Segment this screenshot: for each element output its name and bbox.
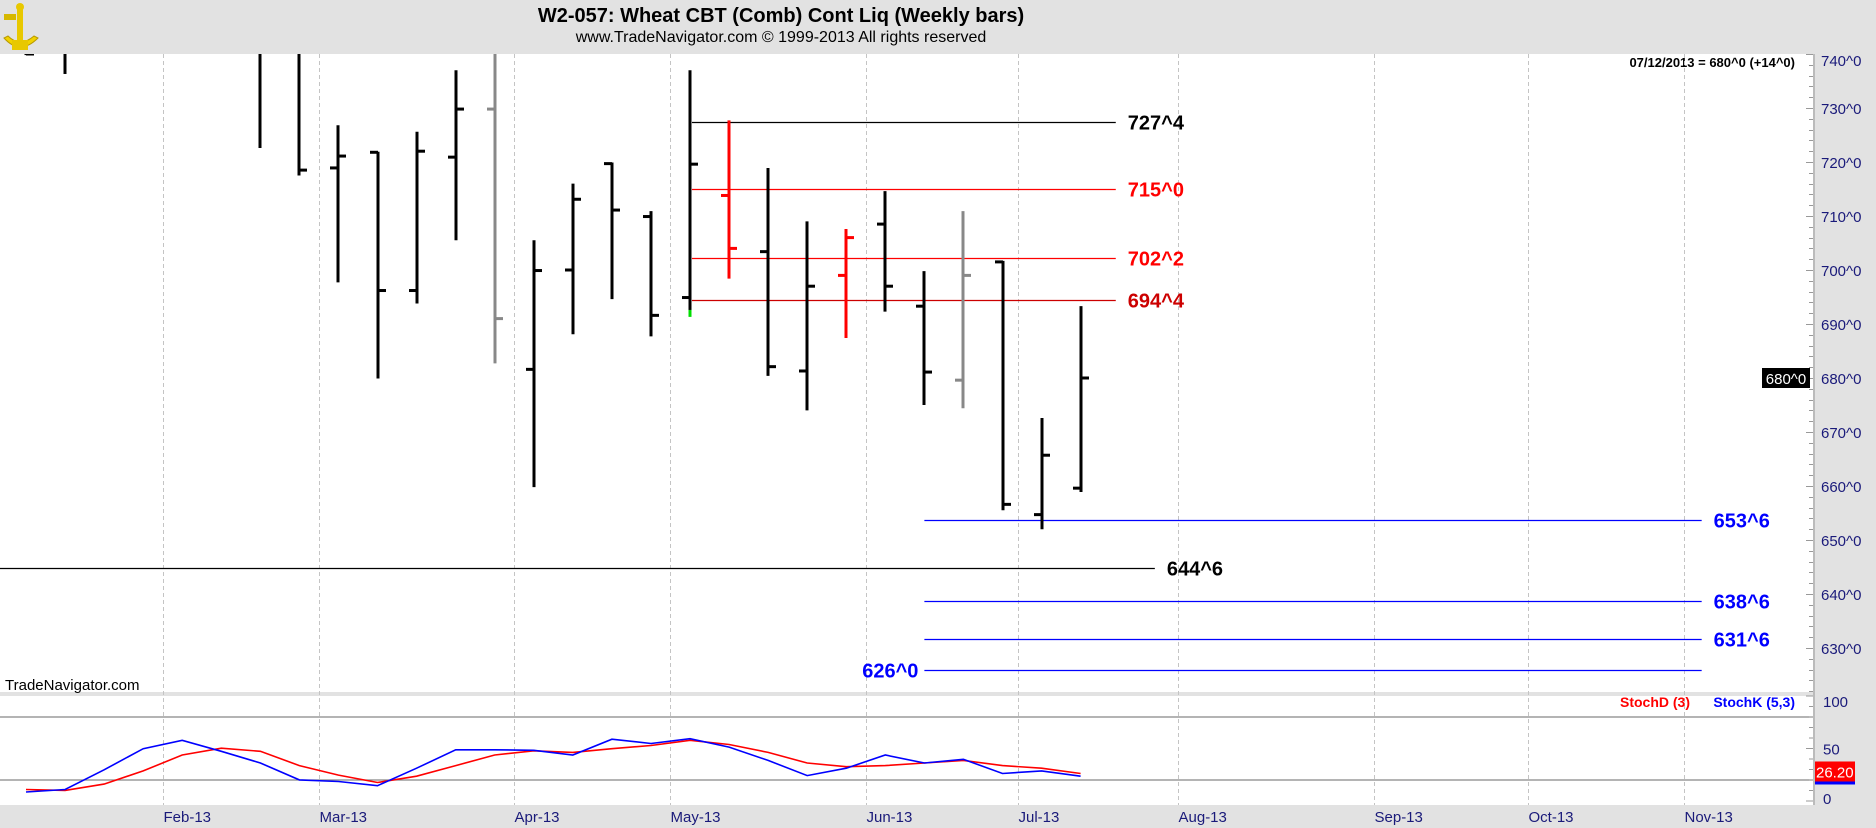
ohlc-bar xyxy=(330,125,346,283)
panel-separator xyxy=(0,692,1813,696)
ohlc-bar xyxy=(916,271,932,405)
ohlc-bars xyxy=(24,54,1089,530)
price-axis-background xyxy=(1813,0,1876,828)
ohlc-bar xyxy=(448,70,464,241)
price-axis-label: 710^0 xyxy=(1821,209,1861,226)
ohlc-bar xyxy=(955,211,971,409)
price-axis-label: 680^0 xyxy=(1821,371,1861,388)
price-axis-label: 640^0 xyxy=(1821,587,1861,604)
watermark: TradeNavigator.com xyxy=(5,677,140,694)
price-level-label: 694^4 xyxy=(1128,291,1185,313)
ohlc-bar xyxy=(1034,417,1050,530)
month-label: Jul-13 xyxy=(1019,809,1060,826)
stochastic-value-underline xyxy=(1815,781,1855,785)
tradenavigator-logo xyxy=(3,3,39,50)
month-label: Apr-13 xyxy=(515,809,560,826)
stochastic-bands xyxy=(0,716,1813,781)
price-axis-label: 670^0 xyxy=(1821,425,1861,442)
price-axis-label: 740^0 xyxy=(1821,53,1861,70)
price-axis-label: 690^0 xyxy=(1821,317,1861,334)
stochastic-axis-label: 50 xyxy=(1823,742,1840,759)
ohlc-bar xyxy=(682,70,698,317)
stochastic-axis-label: 0 xyxy=(1823,791,1831,808)
ohlc-bar xyxy=(838,228,854,339)
ohlc-bar xyxy=(409,131,425,304)
price-axis-label: 700^0 xyxy=(1821,263,1861,280)
stochastic-axis-label: 100 xyxy=(1823,694,1848,711)
price-level-label: 638^6 xyxy=(1714,592,1770,614)
legend-stochk: StochK (5,3) xyxy=(1713,694,1795,710)
price-axis-label: 720^0 xyxy=(1821,155,1861,172)
price-level-label: 702^2 xyxy=(1128,249,1184,271)
ohlc-bar xyxy=(258,54,262,148)
legend-stochd: StochD (3) xyxy=(1620,694,1690,710)
price-level-label: 653^6 xyxy=(1714,511,1770,533)
chart-title: W2-057: Wheat CBT (Comb) Cont Liq (Weekl… xyxy=(538,5,1024,27)
price-axis-label: 630^0 xyxy=(1821,641,1861,658)
month-label: May-13 xyxy=(671,809,721,826)
price-level-label: 626^0 xyxy=(862,661,918,683)
price-level-label: 631^6 xyxy=(1714,630,1770,652)
month-label: Aug-13 xyxy=(1179,809,1227,826)
ohlc-bar xyxy=(877,191,893,312)
price-level-label: 715^0 xyxy=(1128,180,1184,202)
last-price-marker xyxy=(1762,368,1810,388)
ohlc-bar xyxy=(526,240,542,488)
price-levels: 727^4 715^0 702^2 694^4 653^6 644^6 638^6 631^6… xyxy=(0,113,1770,683)
price-level-label: 727^4 xyxy=(1128,113,1185,135)
ohlc-bar xyxy=(799,221,815,411)
stochd-line xyxy=(25,739,1081,792)
time-axis-background xyxy=(0,805,1876,828)
ohlc-bar xyxy=(297,54,307,176)
ohlc-bar xyxy=(721,120,737,279)
month-label: Sep-13 xyxy=(1375,809,1423,826)
ohlc-bar xyxy=(63,54,67,74)
ohlc-bar xyxy=(760,167,776,376)
stochastic-lines xyxy=(25,737,1081,793)
last-price-readout: 07/12/2013 = 680^0 (+14^0) xyxy=(1629,55,1795,70)
stochk-line xyxy=(25,737,1081,793)
ohlc-bar xyxy=(1073,306,1089,492)
stochastic-value-label: 26.20 xyxy=(1816,764,1854,781)
ohlc-bar xyxy=(565,183,581,335)
price-level-label: 644^6 xyxy=(1167,559,1223,581)
stochastic-value-marker xyxy=(1815,761,1855,782)
ohlc-bar xyxy=(487,54,503,364)
price-axis-label: 660^0 xyxy=(1821,479,1861,496)
ohlc-bar xyxy=(643,211,659,337)
stochastic-axis: 100 50 0 26.20 xyxy=(1806,694,1855,808)
price-axis: 740^0 730^0 720^0 710^0 700^0 690^0 680^0 670^0… xyxy=(1762,53,1861,692)
time-axis: Feb-13 Mar-13 Apr-13 May-13 Jun-13 Jul-13 Aug-… xyxy=(164,809,1733,826)
month-label: Feb-13 xyxy=(164,809,212,826)
month-gridlines xyxy=(163,54,1685,805)
header-background xyxy=(0,0,1876,54)
month-label: Oct-13 xyxy=(1529,809,1574,826)
month-label: Jun-13 xyxy=(867,809,913,826)
price-axis-label: 730^0 xyxy=(1821,101,1861,118)
chart-subtitle: www.TradeNavigator.com © 1999-2013 All r… xyxy=(575,29,987,46)
ohlc-bar xyxy=(370,150,386,379)
ohlc-bar xyxy=(995,260,1011,511)
month-label: Mar-13 xyxy=(320,809,368,826)
price-axis-label: 650^0 xyxy=(1821,533,1861,550)
last-price-label: 680^0 xyxy=(1766,371,1806,388)
month-label: Nov-13 xyxy=(1685,809,1733,826)
ohlc-bar xyxy=(604,162,620,300)
